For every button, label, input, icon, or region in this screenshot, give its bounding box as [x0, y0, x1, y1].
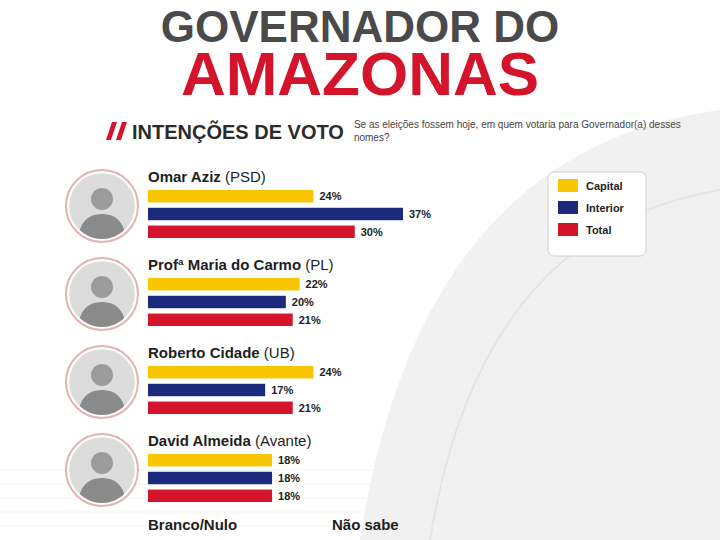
avatar-head — [91, 364, 113, 386]
data-label: 18% — [278, 472, 300, 484]
data-label: 24% — [319, 190, 341, 202]
bar — [148, 208, 403, 220]
category-label: Omar Aziz (PSD) — [148, 168, 266, 185]
background-fill — [0, 0, 720, 540]
avatar-photo — [69, 437, 135, 504]
legend-box — [548, 172, 646, 256]
bars — [148, 190, 403, 502]
category-label: Profª Maria do Carmo (PL) — [148, 256, 334, 273]
title-line: AMAZONAS — [181, 39, 539, 108]
avatar-ring — [66, 434, 138, 506]
data-label: 24% — [319, 366, 341, 378]
data-label: 21% — [299, 314, 321, 326]
avatar-bg — [69, 173, 135, 239]
avatar-head — [91, 188, 113, 210]
data-label: 18% — [278, 490, 300, 502]
avatars — [66, 170, 138, 506]
bar — [148, 190, 313, 202]
slash-mark — [116, 122, 127, 140]
avatar-bg — [69, 437, 135, 503]
slash-mark — [106, 122, 117, 140]
bar — [148, 454, 272, 466]
avatar-bg — [69, 261, 135, 327]
subtitle: INTENÇÕES DE VOTO — [132, 120, 344, 143]
avatar-ring — [66, 170, 138, 242]
data-label: 18% — [278, 454, 300, 466]
bar — [148, 366, 313, 378]
avatar-bg — [69, 349, 135, 415]
footer-label: Branco/Nulo — [148, 516, 237, 533]
data-labels: 24% 22% 24% 18% 37% 20% 17% 18% 30% 21% 21% 18% — [271, 190, 431, 502]
legend-swatch — [558, 179, 578, 192]
category-label: Roberto Cidade (UB) — [148, 344, 295, 361]
avatar-body — [78, 390, 126, 416]
bar — [148, 296, 286, 308]
background-line — [0, 512, 720, 513]
avatar-body — [78, 214, 126, 240]
avatar-ring — [66, 258, 138, 330]
bar — [148, 226, 355, 238]
avatar — [66, 346, 138, 418]
avatar — [66, 434, 138, 506]
question: Se as eleições fossem hoje, em quem vota… — [354, 119, 681, 143]
bar — [148, 402, 293, 414]
avatar-body — [78, 302, 126, 328]
avatar-ring — [66, 346, 138, 418]
avatar-photo — [69, 261, 135, 328]
avatar-body — [78, 478, 126, 504]
avatar-head — [91, 276, 113, 298]
legend-label: Total — [586, 224, 611, 236]
avatar — [66, 170, 138, 242]
background — [0, 0, 720, 540]
bar — [148, 472, 272, 484]
data-label: 21% — [299, 402, 321, 414]
legend-swatch — [558, 201, 578, 214]
bar — [148, 314, 293, 326]
data-label: 22% — [306, 278, 328, 290]
avatar-photo — [69, 349, 135, 416]
data-label: 30% — [361, 226, 383, 238]
chart: GOVERNADOR DOAMAZONASINTENÇÕES DE VOTOSe… — [0, 0, 720, 540]
bar — [148, 278, 300, 290]
background-building — [360, 110, 720, 540]
legend: Capital Interior Total — [548, 172, 646, 256]
legend-label: Interior — [586, 202, 625, 214]
category-label: David Almeida (Avante) — [148, 432, 311, 449]
footer-label: Não sabe — [332, 516, 399, 533]
legend-label: Capital — [586, 180, 623, 192]
avatar-photo — [69, 173, 135, 240]
data-label: 37% — [409, 208, 431, 220]
avatar — [66, 258, 138, 330]
data-label: 20% — [292, 296, 314, 308]
bar — [148, 384, 265, 396]
bar — [148, 490, 272, 502]
data-label: 17% — [271, 384, 293, 396]
legend-swatch — [558, 223, 578, 236]
avatar-head — [91, 452, 113, 474]
